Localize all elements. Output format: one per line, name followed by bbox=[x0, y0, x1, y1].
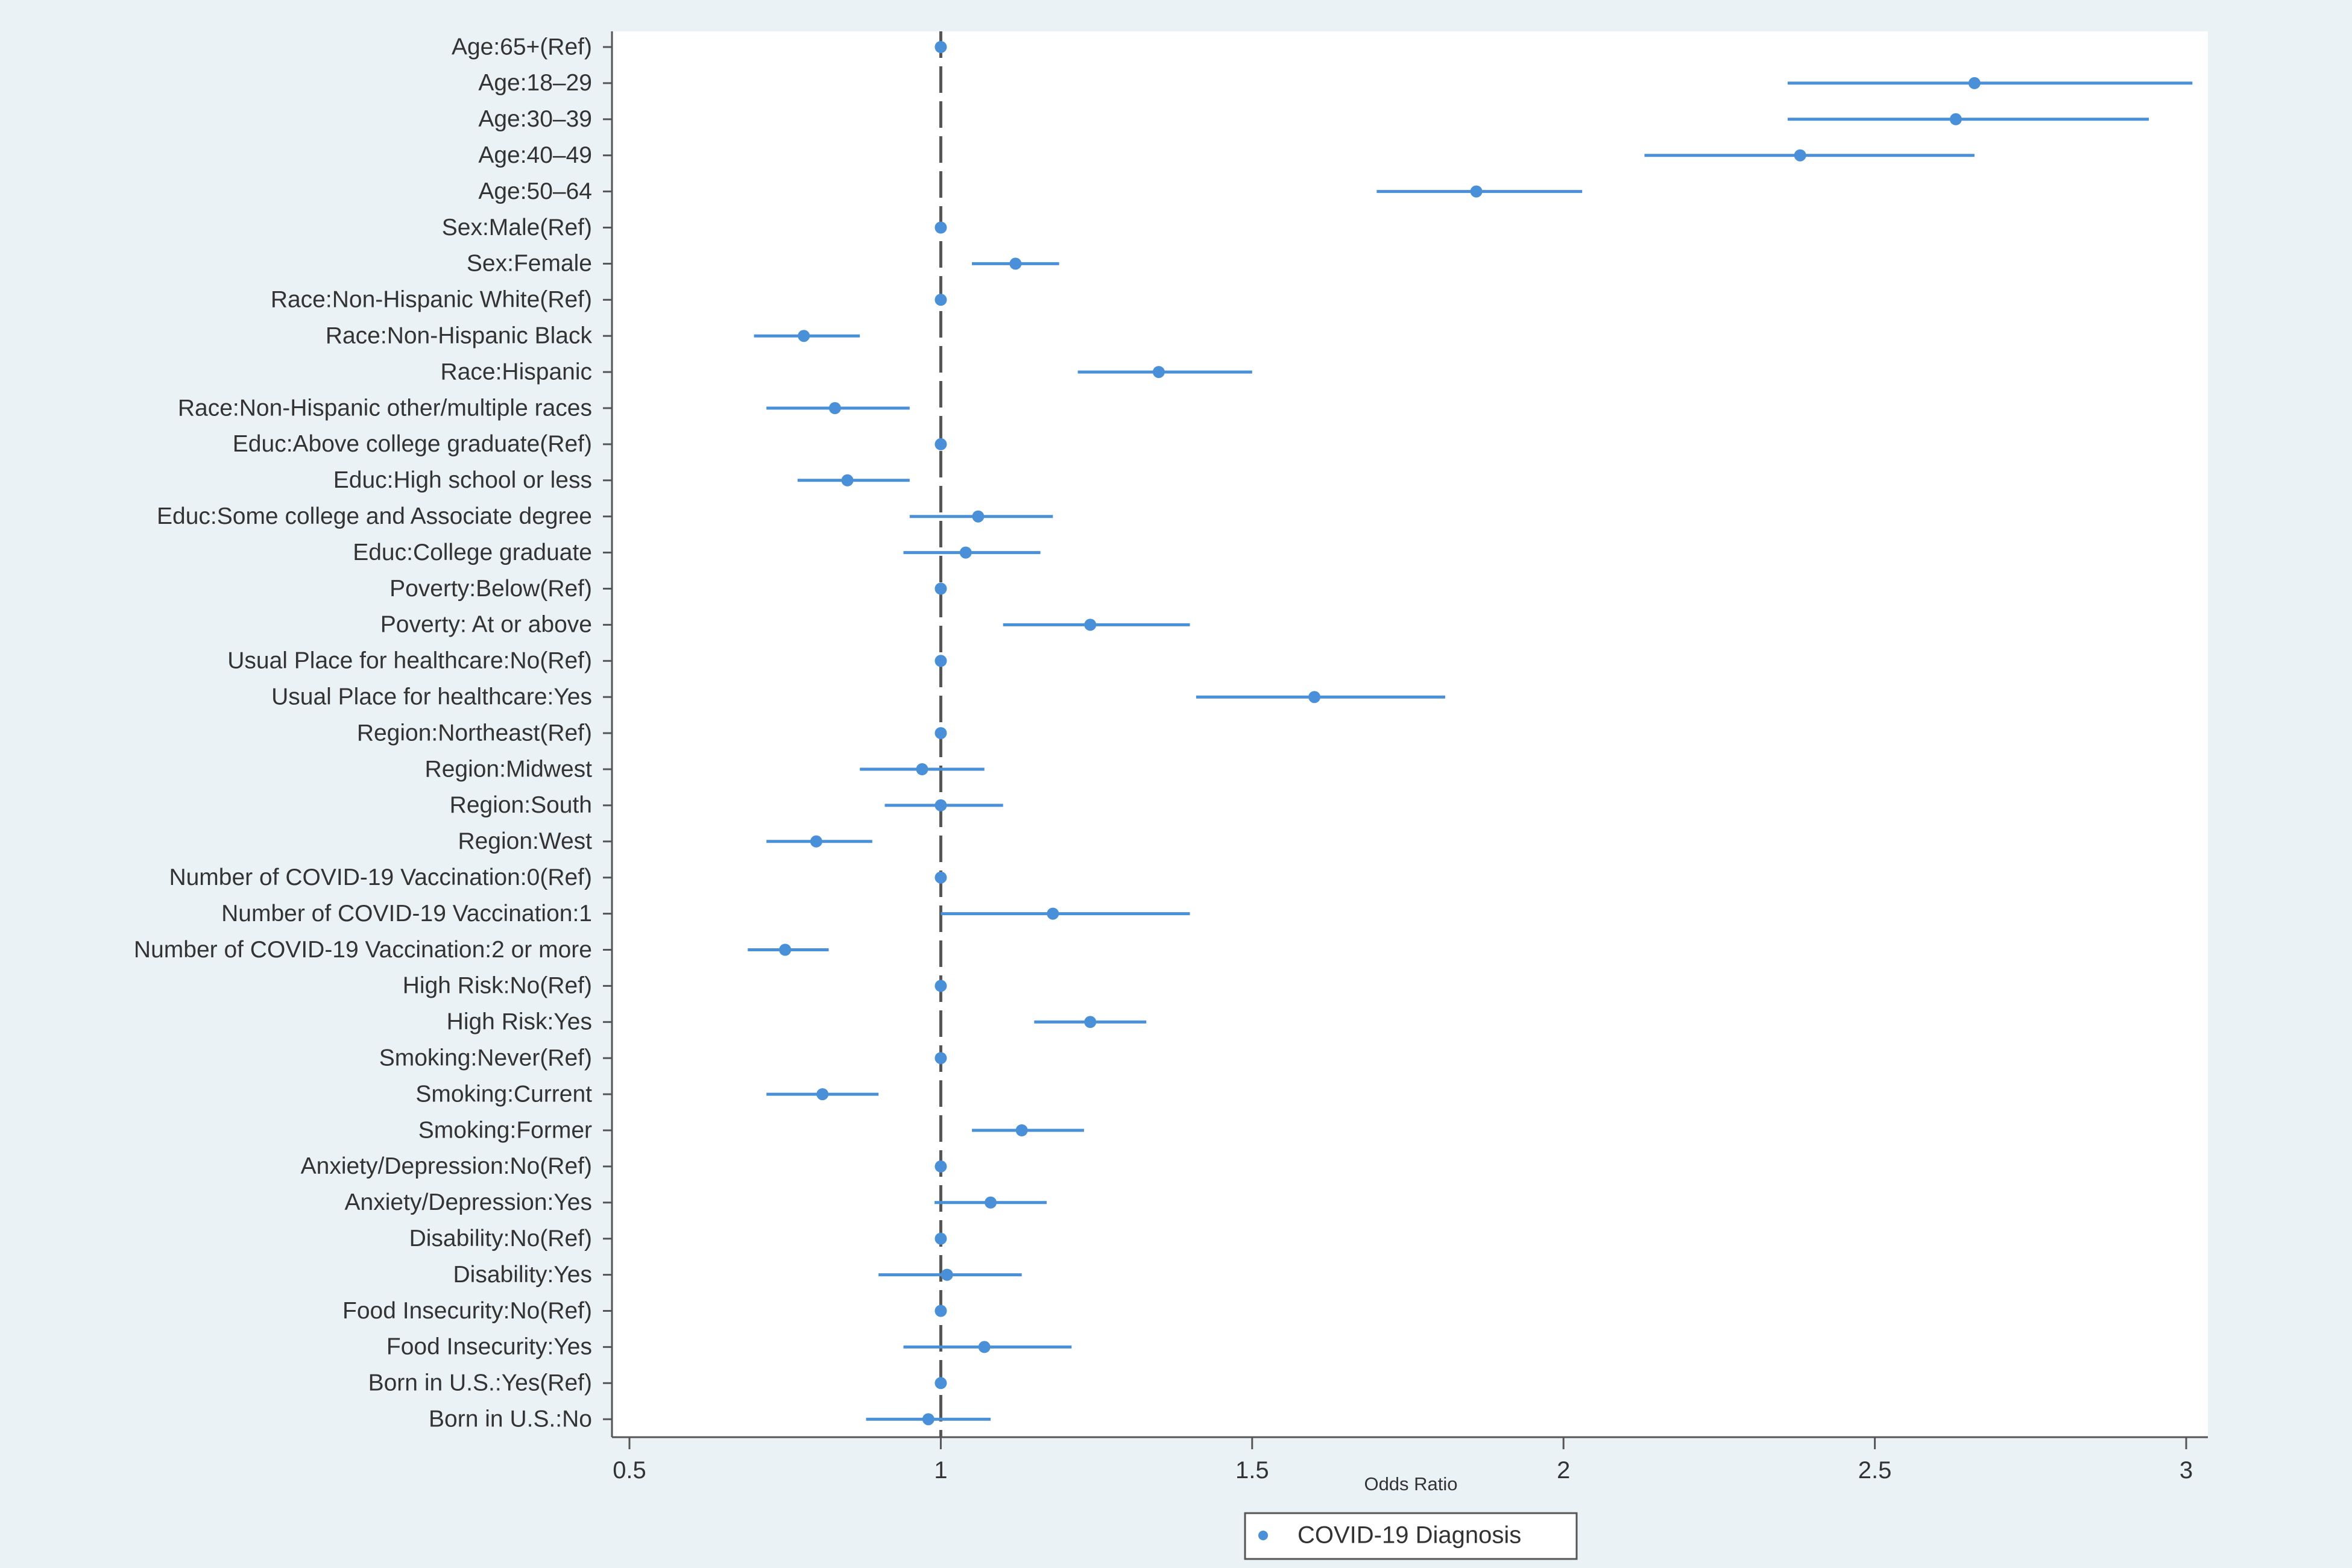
category-label: Number of COVID-19 Vaccination:0(Ref) bbox=[169, 864, 592, 890]
odds-ratio-point bbox=[935, 727, 947, 740]
x-tick-label: 2 bbox=[1557, 1457, 1570, 1484]
category-label: Educ:High school or less bbox=[333, 467, 592, 493]
odds-ratio-point bbox=[1152, 366, 1165, 379]
category-label: Age:18–29 bbox=[478, 70, 592, 96]
category-label: Age:65+(Ref) bbox=[452, 34, 592, 60]
category-label: Smoking:Current bbox=[415, 1081, 592, 1107]
odds-ratio-point bbox=[985, 1196, 997, 1209]
legend: COVID-19 Diagnosis bbox=[1244, 1512, 1578, 1560]
category-label: Smoking:Never(Ref) bbox=[379, 1045, 592, 1071]
odds-ratio-point bbox=[935, 41, 947, 53]
odds-ratio-point bbox=[935, 221, 947, 234]
category-label: Age:40–49 bbox=[478, 142, 592, 168]
category-label: High Risk:No(Ref) bbox=[403, 973, 592, 999]
category-label: Region:Northeast(Ref) bbox=[357, 720, 592, 746]
category-label: Region:South bbox=[450, 792, 592, 818]
odds-ratio-point bbox=[916, 763, 929, 775]
odds-ratio-point bbox=[935, 1377, 947, 1390]
category-label: Race:Non-Hispanic other/multiple races bbox=[178, 395, 592, 421]
odds-ratio-point bbox=[1308, 691, 1321, 704]
odds-ratio-point bbox=[959, 546, 972, 559]
data-marks bbox=[748, 41, 2193, 1426]
legend-box bbox=[1244, 1512, 1578, 1560]
category-label: Anxiety/Depression:Yes bbox=[345, 1189, 592, 1215]
x-tick-label: 1 bbox=[934, 1457, 947, 1484]
category-label: Usual Place for healthcare:No(Ref) bbox=[227, 648, 592, 674]
odds-ratio-point bbox=[935, 655, 947, 667]
category-label: Smoking:Former bbox=[418, 1117, 592, 1143]
odds-ratio-point bbox=[935, 1160, 947, 1173]
odds-ratio-point bbox=[1009, 257, 1022, 270]
category-label: Race:Non-Hispanic Black bbox=[326, 323, 593, 348]
odds-ratio-point bbox=[935, 438, 947, 450]
odds-ratio-point bbox=[1084, 1016, 1097, 1028]
category-label: Number of COVID-19 Vaccination:1 bbox=[221, 901, 592, 927]
category-label: Educ:College graduate bbox=[353, 540, 592, 565]
category-label: Poverty: At or above bbox=[380, 612, 592, 638]
odds-ratio-point bbox=[841, 474, 854, 486]
plot-area bbox=[613, 31, 2208, 1437]
x-tick-label: 1.5 bbox=[1235, 1457, 1269, 1484]
odds-ratio-point bbox=[1968, 77, 1981, 89]
category-label: Poverty:Below(Ref) bbox=[389, 576, 592, 602]
odds-ratio-point bbox=[941, 1268, 953, 1281]
odds-ratio-point bbox=[1015, 1124, 1028, 1136]
category-label: Number of COVID-19 Vaccination:2 or more bbox=[134, 937, 592, 963]
odds-ratio-point bbox=[1047, 907, 1059, 920]
category-label: Born in U.S.:No bbox=[429, 1406, 592, 1432]
x-tick-label: 3 bbox=[2180, 1457, 2193, 1484]
odds-ratio-point bbox=[1794, 149, 1806, 162]
category-label: Region:Midwest bbox=[425, 756, 593, 782]
category-label: Disability:No(Ref) bbox=[409, 1226, 592, 1252]
category-label: Age:50–64 bbox=[478, 178, 592, 204]
odds-ratio-point bbox=[810, 835, 822, 848]
odds-ratio-point bbox=[935, 871, 947, 884]
category-label: Sex:Female bbox=[467, 251, 592, 277]
odds-ratio-point bbox=[935, 1232, 947, 1245]
odds-ratio-point bbox=[816, 1088, 829, 1101]
legend-label: COVID-19 Diagnosis bbox=[1297, 1522, 1521, 1549]
category-label: Educ:Some college and Associate degree bbox=[157, 503, 592, 529]
odds-ratio-point bbox=[935, 799, 947, 811]
x-tick-label: 0.5 bbox=[613, 1457, 646, 1484]
odds-ratio-point bbox=[935, 294, 947, 306]
category-label: Food Insecurity:Yes bbox=[386, 1334, 592, 1360]
category-label: Born in U.S.:Yes(Ref) bbox=[368, 1370, 592, 1396]
odds-ratio-point bbox=[828, 402, 841, 414]
category-label: Disability:Yes bbox=[453, 1262, 593, 1288]
odds-ratio-point bbox=[972, 510, 985, 523]
odds-ratio-point bbox=[935, 582, 947, 595]
odds-ratio-point bbox=[935, 1052, 947, 1065]
odds-ratio-point bbox=[978, 1341, 991, 1353]
category-label: Educ:Above college graduate(Ref) bbox=[233, 431, 592, 457]
odds-ratio-point bbox=[798, 330, 810, 342]
odds-ratio-point bbox=[1084, 619, 1097, 631]
odds-ratio-point bbox=[935, 1305, 947, 1317]
odds-ratio-point bbox=[935, 980, 947, 992]
x-axis-title: Odds Ratio bbox=[1364, 1473, 1457, 1494]
category-label: Race:Non-Hispanic White(Ref) bbox=[271, 287, 592, 313]
category-label: High Risk:Yes bbox=[447, 1009, 592, 1035]
odds-ratio-point bbox=[922, 1413, 935, 1426]
category-label: Food Insecurity:No(Ref) bbox=[342, 1298, 592, 1324]
category-label: Region:West bbox=[458, 828, 592, 854]
odds-ratio-point bbox=[1470, 185, 1483, 198]
y-axis-labels: Age:65+(Ref) Age:18–29 Age:30–39 Age:40–49 A… bbox=[134, 34, 612, 1432]
category-label: Anxiety/Depression:No(Ref) bbox=[301, 1153, 592, 1179]
category-label: Sex:Male(Ref) bbox=[442, 215, 592, 241]
odds-ratio-point bbox=[1949, 113, 1962, 125]
x-tick-label: 2.5 bbox=[1858, 1457, 1892, 1484]
legend-marker bbox=[1258, 1531, 1268, 1540]
category-label: Usual Place for healthcare:Yes bbox=[271, 684, 592, 710]
odds-ratio-point bbox=[779, 943, 792, 956]
category-label: Age:30–39 bbox=[478, 106, 592, 132]
category-label: Race:Hispanic bbox=[441, 359, 592, 385]
x-axis-ticks: 0.5 1 1.5 2 2.5 3 bbox=[613, 1437, 2193, 1484]
